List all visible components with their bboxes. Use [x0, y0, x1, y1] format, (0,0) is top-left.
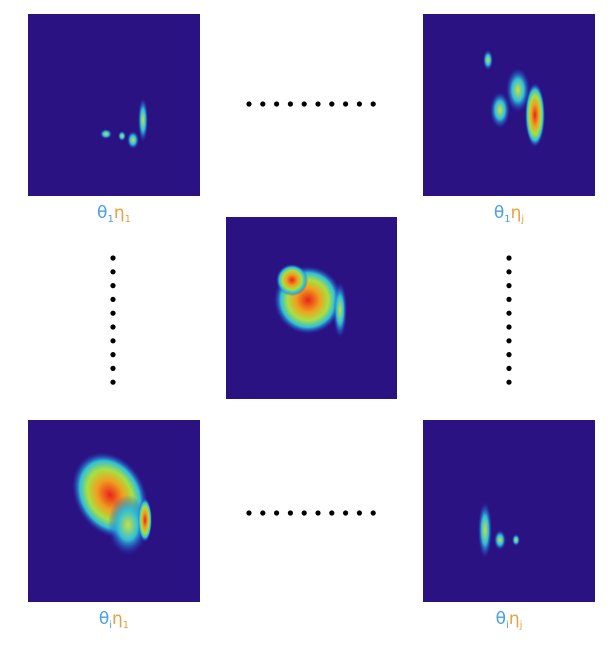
- dot: [506, 324, 511, 329]
- dot: [329, 101, 334, 106]
- dot: [110, 352, 115, 357]
- param-label: θiη1: [99, 609, 129, 631]
- dot: [110, 255, 115, 260]
- dot: [110, 297, 115, 302]
- param-label: θ1η1: [97, 203, 131, 225]
- dot: [302, 510, 307, 515]
- dot: [274, 101, 279, 106]
- dot: [506, 380, 511, 385]
- dot: [302, 101, 307, 106]
- heatmap-panel: [28, 420, 200, 602]
- dot: [110, 366, 115, 371]
- dot: [357, 101, 362, 106]
- dot: [246, 101, 251, 106]
- dot: [506, 255, 511, 260]
- heatmap-panel: [423, 420, 595, 602]
- dot: [288, 101, 293, 106]
- dot: [506, 269, 511, 274]
- dot: [371, 101, 376, 106]
- dot: [260, 510, 265, 515]
- dot: [260, 101, 265, 106]
- dot: [110, 338, 115, 343]
- diagram: θ1η1 θ1ηj θiη1 θiηj: [0, 0, 616, 649]
- heatmap-panel: [226, 217, 397, 399]
- dot: [110, 311, 115, 316]
- dot: [506, 311, 511, 316]
- dot: [110, 380, 115, 385]
- dot: [110, 269, 115, 274]
- dot: [274, 510, 279, 515]
- dot: [343, 101, 348, 106]
- dot: [110, 283, 115, 288]
- dot: [357, 510, 362, 515]
- dot: [315, 101, 320, 106]
- dot: [329, 510, 334, 515]
- dot: [315, 510, 320, 515]
- dot: [110, 324, 115, 329]
- dot: [506, 366, 511, 371]
- dot: [506, 297, 511, 302]
- dot: [343, 510, 348, 515]
- page: θ1η1 θ1ηj θiη1 θiηj (() => { const data …: [0, 0, 616, 649]
- dot: [371, 510, 376, 515]
- param-label: θ1ηj: [494, 203, 524, 225]
- dot: [288, 510, 293, 515]
- dot: [246, 510, 251, 515]
- heatmap-panel: [423, 14, 595, 196]
- param-label: θiηj: [496, 609, 523, 631]
- dot: [506, 283, 511, 288]
- dot: [506, 338, 511, 343]
- heatmap-panel: [28, 14, 200, 196]
- dot: [506, 352, 511, 357]
